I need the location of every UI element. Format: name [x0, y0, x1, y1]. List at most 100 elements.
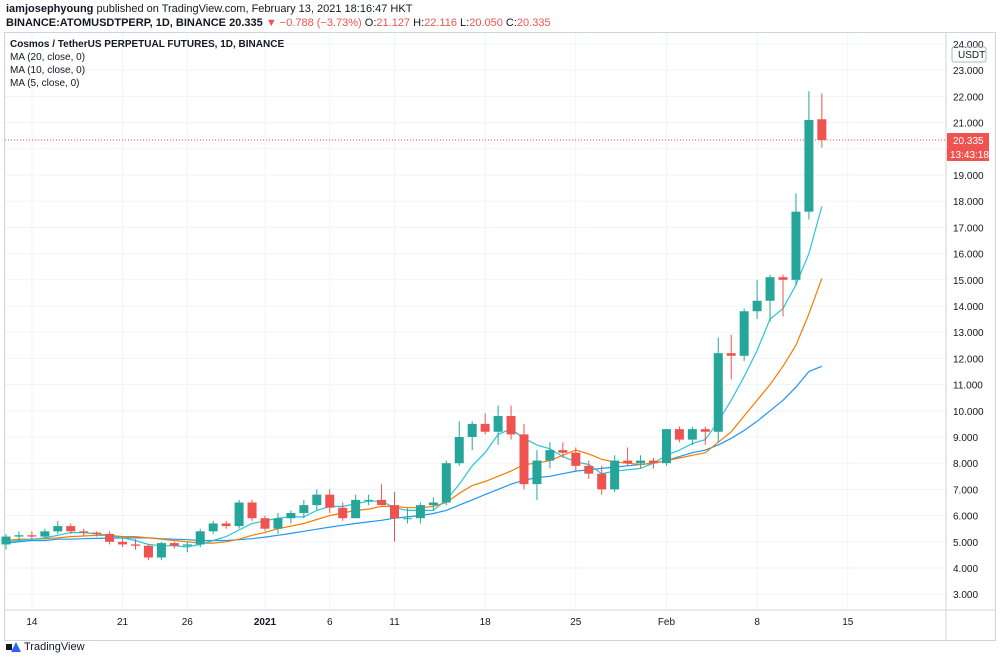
candle-body[interactable] — [480, 423, 490, 432]
candle-body[interactable] — [454, 437, 464, 464]
candle-body[interactable] — [661, 429, 671, 464]
candle-body[interactable] — [571, 452, 581, 466]
low-value: 20.050 — [469, 17, 503, 29]
candle-body[interactable] — [234, 502, 244, 527]
tradingview-logo-icon — [6, 642, 21, 652]
candle-body[interactable] — [739, 311, 749, 356]
candle-body[interactable] — [506, 416, 516, 435]
countdown-label: 13:43:18 — [950, 150, 989, 161]
ma20-line — [5, 365, 823, 544]
legend-ma10[interactable]: MA (10, close, 0) — [10, 65, 86, 76]
candle-body[interactable] — [519, 434, 529, 485]
candle-body[interactable] — [182, 544, 192, 546]
candle-body[interactable] — [66, 526, 76, 532]
candle-body[interactable] — [467, 423, 477, 437]
candle-body[interactable] — [351, 499, 361, 519]
candle-body[interactable] — [726, 353, 736, 356]
tradingview-logo[interactable]: TradingView — [6, 641, 85, 653]
candle-body[interactable] — [27, 535, 37, 537]
y-tick-label: 24.000 — [953, 40, 984, 51]
legend-ma5[interactable]: MA (5, close, 0) — [10, 78, 80, 89]
candle-body[interactable] — [428, 502, 438, 506]
x-tick-label: 14 — [26, 617, 38, 628]
candle-body[interactable] — [649, 460, 658, 464]
y-tick-label: 3.000 — [953, 590, 978, 601]
chart-header: iamjosephyoung published on TradingView.… — [0, 0, 1000, 30]
candle-body[interactable] — [79, 531, 89, 533]
candle-body[interactable] — [791, 211, 801, 280]
x-tick-label: 11 — [389, 617, 400, 628]
y-tick-label: 12.000 — [953, 354, 984, 365]
candle-body[interactable] — [532, 460, 542, 485]
tradingview-brand: TradingView — [24, 641, 85, 653]
x-tick-label: Feb — [658, 617, 676, 628]
candle-body[interactable] — [221, 523, 231, 527]
last-price: 20.335 — [229, 17, 263, 29]
candle-body[interactable] — [156, 543, 166, 558]
candle-body[interactable] — [1, 536, 11, 545]
candle-body[interactable] — [118, 541, 128, 545]
candle-body[interactable] — [610, 460, 620, 490]
candle-body[interactable] — [545, 450, 555, 461]
candle-body[interactable] — [402, 518, 412, 520]
y-tick-label: 8.000 — [953, 459, 978, 470]
x-tick-label: 8 — [754, 617, 760, 628]
candle-body[interactable] — [105, 533, 115, 542]
candle-body[interactable] — [377, 499, 387, 506]
high-value: 22.116 — [424, 17, 457, 29]
candle-body[interactable] — [700, 429, 710, 432]
candle-body[interactable] — [687, 429, 697, 440]
candle-body[interactable] — [312, 494, 322, 506]
candle-body[interactable] — [674, 429, 684, 440]
candle-body[interactable] — [208, 523, 218, 532]
candle-body[interactable] — [623, 460, 633, 464]
candle-body[interactable] — [636, 460, 646, 464]
y-tick-label: 4.000 — [953, 564, 978, 575]
candle-body[interactable] — [325, 494, 335, 508]
candle-body[interactable] — [584, 465, 594, 474]
candle-body[interactable] — [804, 119, 814, 212]
candle-body[interactable] — [364, 499, 374, 501]
candle-body[interactable] — [597, 473, 607, 490]
candle-body[interactable] — [53, 526, 63, 532]
close-label: C: — [505, 17, 517, 29]
currency-box[interactable] — [951, 46, 987, 63]
candle-body[interactable] — [143, 545, 153, 558]
candle-body[interactable] — [273, 518, 283, 529]
chart-frame[interactable] — [4, 32, 996, 641]
candle-body[interactable] — [752, 300, 762, 312]
candle-body[interactable] — [286, 512, 296, 519]
published-text: published on TradingView.com, February 1… — [96, 3, 413, 15]
candle-body[interactable] — [299, 505, 309, 513]
candle-body[interactable] — [169, 543, 179, 546]
candle-body[interactable] — [558, 450, 568, 453]
close-value: 20.335 — [516, 17, 551, 29]
y-tick-label: 13.000 — [953, 328, 984, 339]
legend-title: Cosmos / TetherUS PERPETUAL FUTURES, 1D,… — [10, 39, 285, 50]
candle-body[interactable] — [247, 502, 257, 519]
candle-body[interactable] — [260, 518, 270, 529]
candle-body[interactable] — [131, 544, 140, 546]
candle-body[interactable] — [765, 277, 775, 301]
legend-ma20[interactable]: MA (20, close, 0) — [10, 52, 86, 63]
ma5-line — [5, 206, 823, 548]
candle-body[interactable] — [493, 416, 503, 432]
candle-body[interactable] — [40, 531, 50, 537]
publisher-name[interactable]: iamjosephyoung — [6, 3, 94, 15]
candle-body[interactable] — [390, 505, 399, 519]
candle-body[interactable] — [195, 531, 205, 545]
y-tick-label: 23.000 — [953, 66, 984, 77]
candle-body[interactable] — [778, 277, 788, 280]
footer: TradingView — [0, 641, 1000, 659]
candle-body[interactable] — [338, 507, 348, 519]
candle-body[interactable] — [817, 119, 827, 141]
x-tick-label: 2021 — [254, 617, 277, 628]
candle-body[interactable] — [415, 505, 425, 519]
candle-body[interactable] — [14, 535, 24, 537]
y-tick-label: 22.000 — [953, 92, 984, 103]
ma10-line — [5, 278, 823, 544]
candle-body[interactable] — [92, 532, 102, 534]
candle-body[interactable] — [713, 353, 723, 432]
candle-body[interactable] — [441, 463, 451, 503]
